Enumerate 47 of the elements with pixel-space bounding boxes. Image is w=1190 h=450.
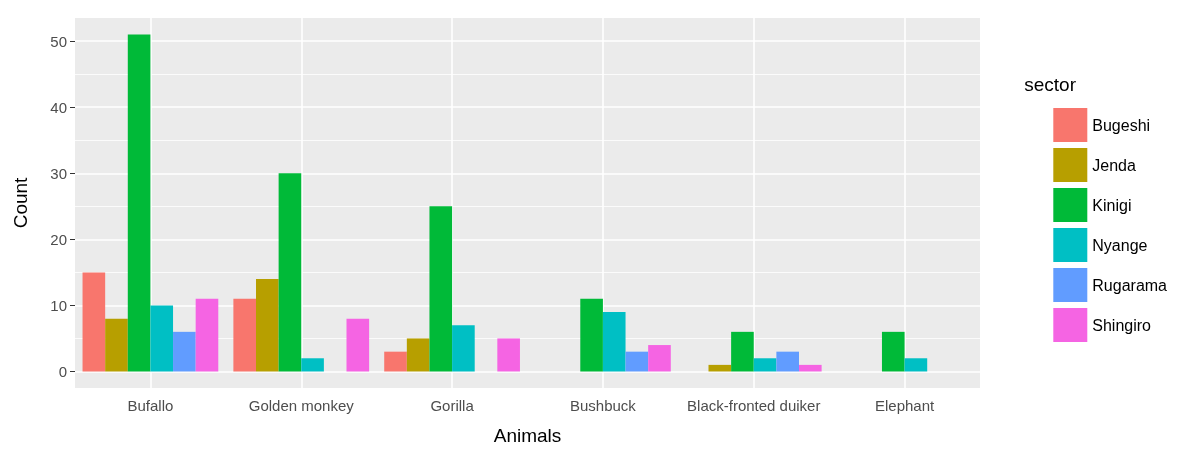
- y-tick-label: 0: [58, 362, 67, 380]
- x-axis-title: Animals: [493, 425, 562, 446]
- bar: [497, 338, 520, 372]
- bar: [580, 298, 603, 372]
- x-tick-label: Bushbuck: [569, 397, 637, 414]
- bar: [233, 298, 256, 372]
- bar: [799, 364, 822, 372]
- legend-label: Shingiro: [1092, 316, 1152, 334]
- bar: [881, 331, 905, 372]
- bar: [173, 331, 196, 372]
- x-tick-label: Elephant: [874, 397, 936, 414]
- bar: [346, 318, 370, 372]
- y-tick-label: 30: [50, 164, 67, 182]
- bar: [150, 305, 174, 372]
- legend-label: Bugeshi: [1092, 116, 1151, 134]
- bar: [452, 325, 475, 372]
- bar: [278, 173, 302, 372]
- bar: [127, 34, 151, 372]
- bar: [602, 312, 626, 372]
- legend-title: sector: [1024, 74, 1077, 95]
- y-tick-label: 40: [50, 98, 67, 116]
- bar: [406, 338, 430, 372]
- x-tick-label: Golden monkey: [248, 397, 355, 414]
- bar: [731, 331, 754, 372]
- x-tick-label: Black-fronted duiker: [687, 397, 821, 414]
- bar: [625, 351, 649, 372]
- y-tick-label: 50: [50, 32, 67, 50]
- bar: [301, 358, 324, 372]
- bar: [256, 278, 279, 372]
- bar: [429, 206, 453, 372]
- x-tick-label: Gorilla: [430, 397, 475, 414]
- bar: [195, 298, 219, 372]
- legend-label: Kinigi: [1092, 196, 1132, 214]
- legend-label: Nyange: [1092, 236, 1148, 254]
- bar: [82, 272, 106, 372]
- x-tick-label: Bufallo: [127, 397, 174, 414]
- bar: [753, 358, 777, 372]
- bar: [648, 345, 671, 372]
- bar: [384, 351, 407, 372]
- bar: [105, 318, 128, 372]
- legend-label: Jenda: [1092, 156, 1136, 174]
- bar: [776, 351, 799, 372]
- legend-label: Rugarama: [1092, 276, 1168, 294]
- y-tick-label: 10: [50, 296, 67, 314]
- bar: [904, 358, 928, 372]
- y-tick-label: 20: [50, 230, 67, 248]
- y-axis-title: Count: [10, 176, 31, 229]
